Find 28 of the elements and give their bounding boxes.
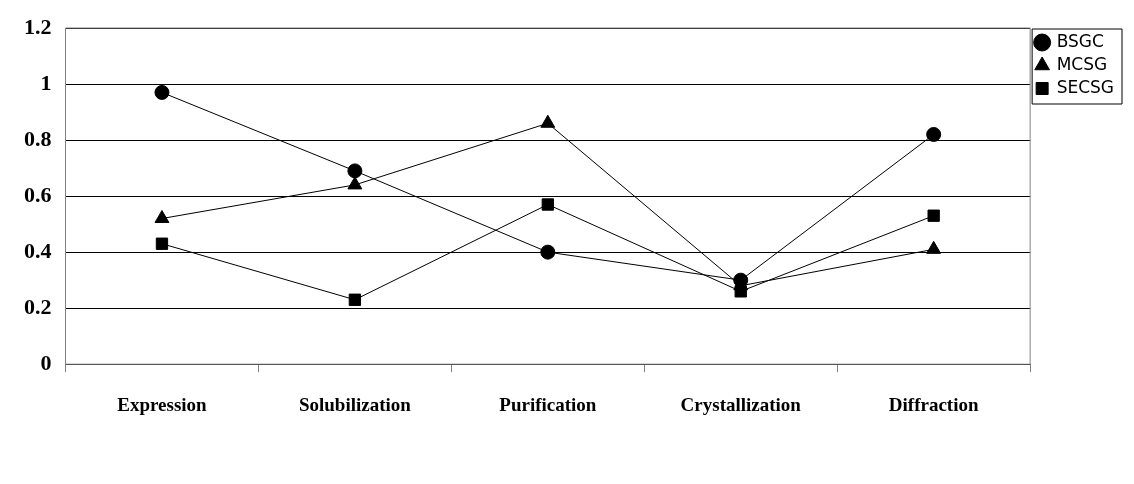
- x-tick-label: Expression: [117, 393, 208, 415]
- point: [154, 210, 170, 224]
- point: [348, 293, 362, 306]
- x-tick-label: Crystallization: [680, 393, 802, 415]
- x-tick-label: Solubilization: [298, 393, 412, 415]
- legend-label: SECSG: [1056, 76, 1115, 97]
- point: [926, 126, 942, 142]
- legend-label: BSGC: [1056, 30, 1104, 51]
- point: [154, 84, 170, 100]
- y-tick-label: 1: [40, 69, 52, 95]
- x-tick-label: Diffraction: [888, 393, 979, 415]
- y-tick-label: 0.6: [24, 181, 52, 207]
- y-tick-label: 0.2: [24, 293, 52, 319]
- point: [927, 209, 940, 222]
- point: [733, 272, 749, 288]
- y-tick-label: 1.2: [24, 13, 52, 39]
- point: [541, 198, 554, 211]
- y-tick-label: 0.8: [24, 125, 52, 151]
- y-tick-label: 0: [40, 349, 52, 375]
- point: [540, 114, 556, 128]
- point: [347, 176, 363, 190]
- point: [347, 163, 363, 179]
- legend-label: MCSG: [1056, 53, 1108, 74]
- y-tick-label: 0.4: [24, 237, 52, 263]
- point: [155, 237, 169, 250]
- point: [540, 244, 556, 260]
- x-tick-label: Purification: [499, 393, 597, 415]
- point: [926, 240, 942, 254]
